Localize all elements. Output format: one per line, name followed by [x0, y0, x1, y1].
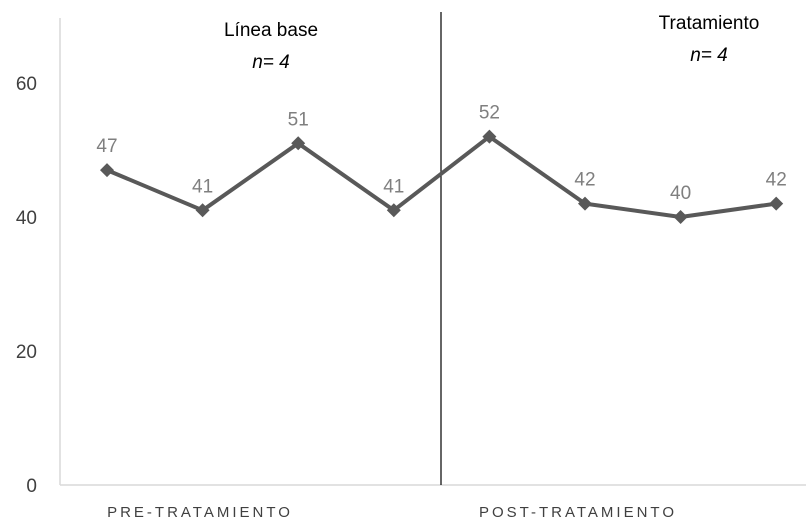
data-label: 41 — [383, 176, 404, 197]
phase-title-treatment: Tratamiento — [659, 13, 760, 34]
data-point-marker — [673, 210, 688, 224]
category-label-post: POST-TRATAMIENTO — [479, 504, 677, 520]
data-label: 41 — [192, 176, 213, 197]
data-label: 42 — [574, 170, 595, 191]
y-tick-label: 60 — [16, 74, 37, 95]
y-axis: 0 20 40 60 — [16, 74, 37, 497]
data-label: 51 — [288, 109, 309, 130]
category-label-pre: PRE-TRATAMIENTO — [107, 504, 293, 520]
phase-n-treatment: n= 4 — [690, 45, 728, 66]
data-point-marker — [386, 203, 401, 218]
data-point-marker — [100, 163, 114, 178]
phase-n-baseline: n= 4 — [252, 52, 290, 73]
data-point-marker — [482, 129, 497, 144]
y-tick-label: 20 — [16, 342, 37, 363]
data-label: 52 — [479, 103, 500, 124]
y-tick-label: 40 — [16, 208, 37, 229]
data-point-marker — [291, 136, 306, 151]
data-point-marker — [769, 196, 784, 211]
y-tick-label: 0 — [26, 476, 37, 497]
data-point-marker — [195, 203, 210, 218]
series-markers — [100, 129, 784, 224]
data-label: 40 — [670, 183, 691, 204]
data-label: 42 — [766, 170, 787, 191]
data-label: 47 — [96, 136, 117, 157]
phase-title-baseline: Línea base — [224, 20, 318, 41]
data-point-marker — [578, 196, 592, 211]
data-labels: 47 41 51 41 52 42 40 42 — [96, 103, 786, 204]
series-line — [105, 134, 779, 219]
